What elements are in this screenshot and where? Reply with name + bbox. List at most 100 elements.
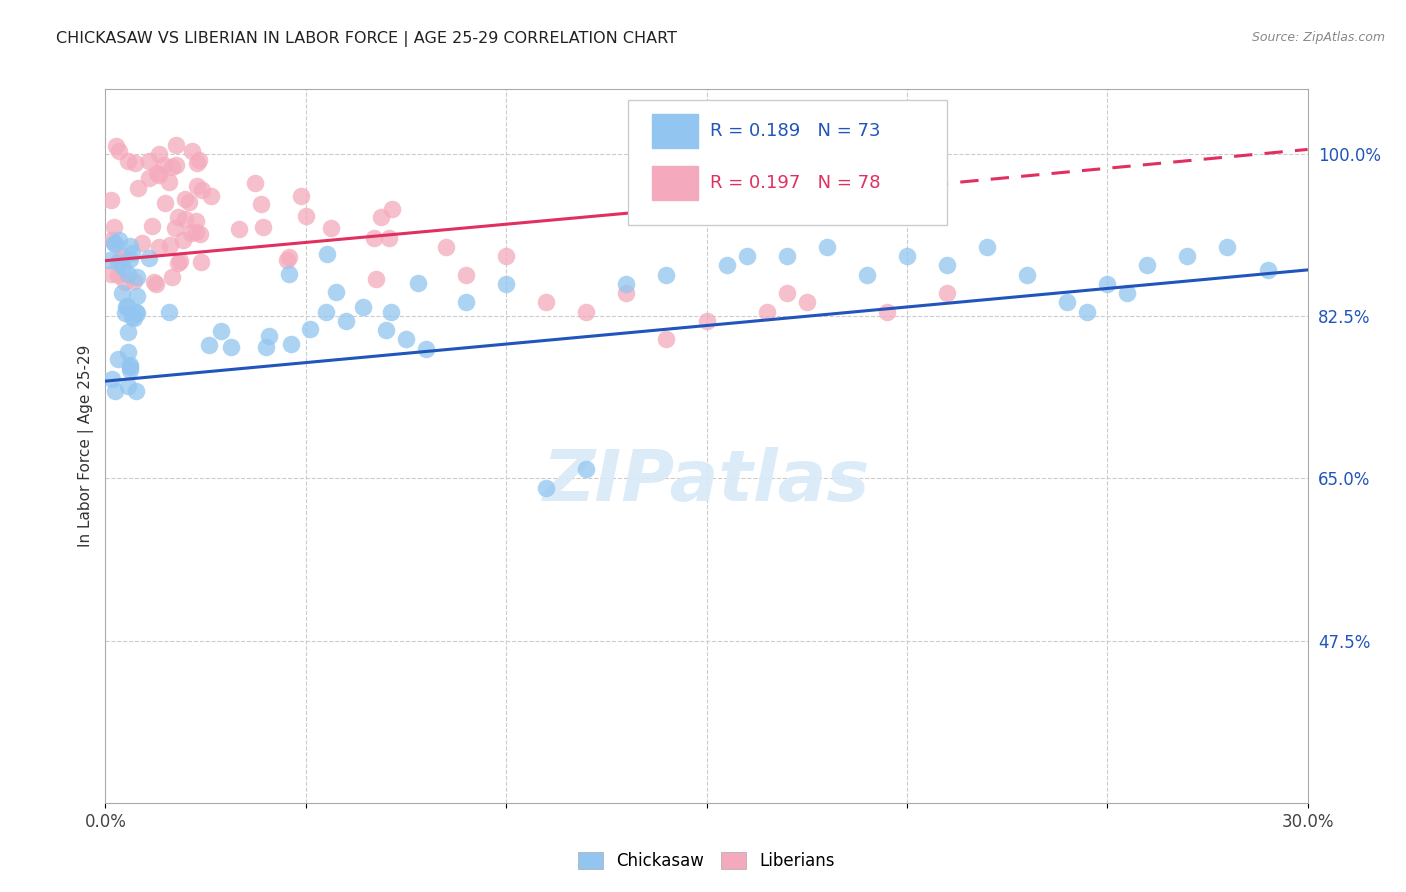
Point: [174, 211, 197, 226]
Point: [111, 260, 134, 274]
Point: [107, 351, 129, 366]
Point: [160, 269, 183, 284]
Point: [145, 277, 167, 291]
Point: [219, 340, 242, 354]
Point: [165, 221, 187, 235]
FancyBboxPatch shape: [628, 100, 948, 225]
Point: [200, 189, 222, 203]
Point: [776, 249, 799, 263]
Point: [381, 202, 404, 216]
Point: [228, 222, 250, 236]
Point: [127, 306, 149, 320]
Point: [169, 253, 191, 268]
Point: [406, 276, 429, 290]
Point: [157, 305, 180, 319]
Point: [159, 238, 181, 252]
Point: [1177, 249, 1199, 263]
Point: [257, 329, 280, 343]
Point: [352, 301, 374, 315]
Point: [103, 219, 125, 234]
Point: [108, 252, 131, 267]
Point: [124, 156, 146, 170]
Point: [117, 379, 139, 393]
Point: [370, 210, 392, 224]
Point: [534, 295, 557, 310]
Point: [114, 306, 136, 320]
Point: [415, 342, 437, 356]
Point: [249, 197, 271, 211]
Point: [575, 304, 598, 318]
Point: [716, 258, 738, 272]
Point: [616, 277, 638, 291]
Point: [319, 221, 342, 235]
Point: [936, 258, 959, 272]
Point: [101, 233, 124, 247]
Point: [131, 236, 153, 251]
Point: [696, 314, 718, 328]
Point: [177, 195, 200, 210]
Point: [125, 304, 148, 318]
Point: [363, 231, 385, 245]
Point: [118, 359, 141, 373]
Point: [117, 325, 139, 339]
Point: [114, 276, 136, 290]
Point: [186, 178, 208, 193]
Point: [198, 337, 221, 351]
Point: [121, 310, 143, 324]
Point: [755, 304, 778, 318]
Point: [125, 269, 148, 284]
Point: [167, 256, 190, 270]
Point: [776, 286, 799, 301]
Point: [896, 249, 918, 263]
Point: [184, 213, 207, 227]
Point: [122, 274, 145, 288]
Point: [976, 240, 998, 254]
Point: [108, 144, 131, 158]
Point: [252, 220, 274, 235]
Point: [1136, 258, 1159, 272]
Point: [936, 286, 959, 301]
Point: [299, 322, 322, 336]
Text: R = 0.189   N = 73: R = 0.189 N = 73: [710, 122, 880, 140]
Point: [148, 147, 170, 161]
Point: [295, 209, 318, 223]
Text: R = 0.197   N = 78: R = 0.197 N = 78: [710, 174, 880, 192]
Point: [141, 219, 163, 234]
Point: [155, 196, 177, 211]
Text: ZIPatlas: ZIPatlas: [543, 447, 870, 516]
Point: [1116, 286, 1139, 301]
Point: [148, 169, 170, 183]
Point: [815, 240, 838, 254]
Point: [616, 286, 638, 301]
Point: [101, 372, 124, 386]
Point: [1097, 277, 1119, 291]
Point: [855, 268, 877, 282]
Point: [180, 226, 202, 240]
Point: [243, 176, 266, 190]
Point: [120, 252, 142, 266]
Point: [117, 344, 139, 359]
Point: [276, 253, 298, 268]
Point: [335, 314, 357, 328]
Point: [655, 268, 678, 282]
Point: [1216, 240, 1239, 254]
Point: [290, 188, 312, 202]
Point: [100, 267, 122, 281]
Point: [325, 285, 347, 299]
Point: [454, 295, 477, 310]
Point: [145, 166, 167, 180]
Point: [153, 158, 176, 172]
Point: [138, 251, 160, 265]
Point: [103, 235, 125, 250]
Point: [254, 340, 277, 354]
Point: [166, 210, 188, 224]
Point: [495, 277, 517, 291]
Bar: [652, 166, 699, 200]
Point: [165, 138, 187, 153]
Point: [190, 255, 212, 269]
Point: [180, 144, 202, 158]
Point: [735, 249, 758, 263]
Point: [434, 240, 457, 254]
Text: CHICKASAW VS LIBERIAN IN LABOR FORCE | AGE 25-29 CORRELATION CHART: CHICKASAW VS LIBERIAN IN LABOR FORCE | A…: [56, 31, 678, 47]
Point: [138, 154, 160, 169]
